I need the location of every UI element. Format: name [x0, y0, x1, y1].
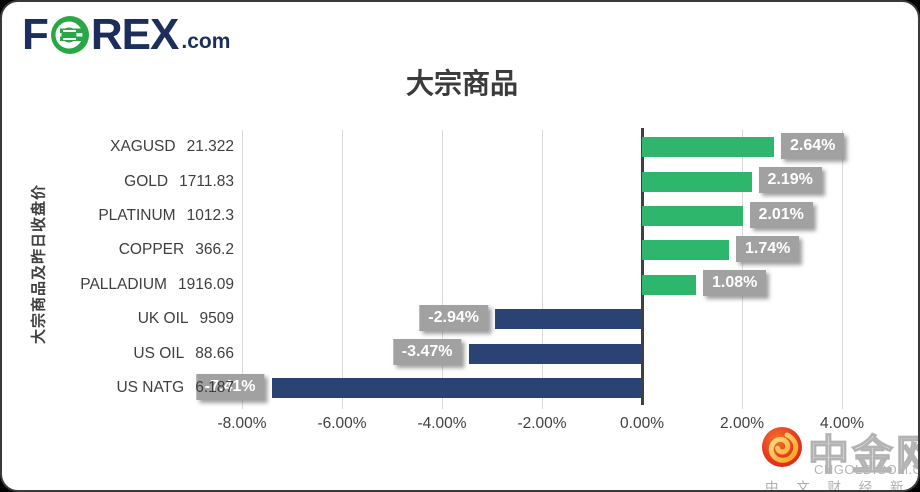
gridline	[842, 130, 843, 409]
forex-logo-f: F	[22, 10, 49, 59]
gridline	[342, 130, 343, 409]
bar-value-label: 2.19%	[758, 167, 822, 194]
bar	[642, 240, 729, 261]
gridline	[442, 130, 443, 409]
category-name: PLATINUM	[98, 207, 176, 224]
row-label: UK OIL 9509	[2, 302, 234, 336]
close-value: 1711.83	[179, 172, 234, 190]
bar-value-label: 2.01%	[749, 201, 813, 228]
category-name: US OIL	[133, 344, 185, 362]
close-value: 1012.3	[186, 207, 234, 224]
x-tick-label: -2.00%	[517, 415, 567, 432]
category-name: COPPER	[118, 241, 185, 259]
bar-value-label: -2.94%	[419, 304, 488, 331]
forex-logo-rex: REX	[90, 10, 179, 59]
forex-logo-dotcom: .com	[181, 30, 231, 53]
row-label: COPPER 366.2	[2, 233, 234, 267]
bar	[642, 137, 774, 158]
bar	[495, 309, 642, 330]
close-value: 9509	[199, 310, 234, 328]
bar	[468, 343, 642, 364]
row-label: XAGUSD 21.322	[2, 130, 234, 164]
bar-value-label: -3.47%	[392, 339, 462, 366]
close-value: 1916.09	[177, 275, 234, 293]
row-label: PLATINUM 1012.3	[2, 199, 234, 233]
category-name: UK OIL	[137, 310, 189, 328]
category-name: GOLD	[124, 172, 169, 190]
row-label: US NATG 6.187	[2, 371, 234, 405]
category-name: XAGUSD	[110, 138, 176, 156]
row-label: GOLD 1711.83	[2, 165, 234, 199]
row-label: US OIL 88.66	[2, 337, 234, 371]
category-name: US NATG	[116, 379, 185, 396]
bar	[642, 206, 743, 226]
watermark-slogan: 中 文 财 经 新 媒 体	[765, 480, 918, 492]
bar	[271, 378, 642, 398]
x-tick-label: -6.00%	[317, 415, 367, 432]
gridline	[242, 130, 243, 409]
x-tick-label: -8.00%	[217, 415, 267, 432]
x-tick-label: 4.00%	[820, 415, 864, 432]
watermark-url: CNGOLD.COM.CN	[814, 462, 918, 477]
bar	[642, 274, 696, 295]
cngold-logo-icon	[761, 426, 803, 468]
gridline	[742, 130, 743, 409]
bar	[642, 171, 752, 192]
gridline	[542, 130, 543, 409]
bar-value-label: 1.74%	[736, 235, 800, 262]
close-value: 21.322	[186, 138, 234, 156]
bar-value-label: -7.41%	[195, 373, 265, 400]
x-tick-label: 0.00%	[620, 415, 664, 432]
forex-logo-o-icon	[50, 15, 90, 55]
x-tick-label: 2.00%	[720, 415, 764, 432]
close-value: 366.2	[195, 241, 234, 259]
row-label: PALLADIUM 1916.09	[2, 268, 234, 302]
bar-value-label: 2.64%	[781, 132, 845, 159]
close-value: 6.187	[195, 379, 234, 396]
category-name: PALLADIUM	[80, 275, 167, 293]
forex-logo: F REX .com	[22, 13, 230, 57]
watermark-brand-text: 中金网	[807, 431, 918, 478]
chart-title: 大宗商品	[405, 68, 519, 99]
x-tick-label: -4.00%	[417, 415, 467, 432]
y-axis-title: 大宗商品及昨日收盘价	[30, 183, 48, 345]
bar-value-label: 1.08%	[703, 270, 767, 297]
close-value: 88.66	[195, 344, 234, 362]
zero-axis-line	[640, 128, 644, 405]
